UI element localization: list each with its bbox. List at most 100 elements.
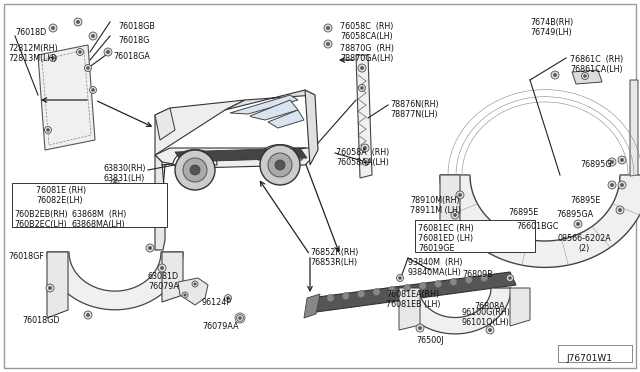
Circle shape bbox=[113, 182, 116, 185]
Text: 76809B: 76809B bbox=[462, 270, 493, 279]
Circle shape bbox=[74, 18, 82, 26]
Polygon shape bbox=[510, 288, 530, 326]
Bar bbox=[12, 183, 167, 227]
Circle shape bbox=[608, 181, 616, 189]
Circle shape bbox=[616, 206, 624, 214]
Polygon shape bbox=[155, 108, 175, 140]
Circle shape bbox=[146, 244, 154, 252]
Circle shape bbox=[360, 66, 364, 70]
Circle shape bbox=[260, 145, 300, 185]
Circle shape bbox=[158, 264, 166, 272]
Text: 76018GF: 76018GF bbox=[8, 252, 44, 261]
Text: 76081EA(RH): 76081EA(RH) bbox=[386, 290, 439, 299]
Circle shape bbox=[582, 73, 589, 80]
Polygon shape bbox=[47, 252, 183, 310]
Text: 76018D: 76018D bbox=[15, 28, 46, 37]
Circle shape bbox=[45, 126, 51, 134]
Circle shape bbox=[184, 294, 186, 296]
Text: 76808A: 76808A bbox=[474, 302, 504, 311]
Circle shape bbox=[618, 181, 626, 189]
Circle shape bbox=[237, 314, 243, 321]
Circle shape bbox=[397, 275, 403, 282]
Polygon shape bbox=[47, 252, 68, 318]
Text: 76018G: 76018G bbox=[118, 36, 149, 45]
Circle shape bbox=[450, 279, 457, 285]
Circle shape bbox=[486, 326, 494, 334]
Circle shape bbox=[453, 214, 456, 217]
Text: 76500J: 76500J bbox=[416, 336, 444, 345]
Text: 72812M(RH): 72812M(RH) bbox=[8, 44, 58, 53]
Text: 76079AA: 76079AA bbox=[202, 322, 239, 331]
Text: 76079A: 76079A bbox=[148, 282, 179, 291]
Text: 76895G: 76895G bbox=[580, 160, 612, 169]
Polygon shape bbox=[258, 145, 302, 160]
Circle shape bbox=[453, 232, 456, 235]
Text: (2): (2) bbox=[578, 244, 589, 253]
Circle shape bbox=[175, 150, 215, 190]
Circle shape bbox=[554, 73, 557, 77]
Text: 63831(LH): 63831(LH) bbox=[103, 174, 145, 183]
Circle shape bbox=[620, 183, 623, 187]
Circle shape bbox=[488, 328, 492, 331]
Text: 76081E (RH): 76081E (RH) bbox=[36, 186, 86, 195]
Polygon shape bbox=[175, 148, 307, 162]
Circle shape bbox=[373, 289, 380, 295]
Circle shape bbox=[419, 326, 422, 330]
Polygon shape bbox=[230, 95, 298, 114]
Circle shape bbox=[620, 158, 623, 161]
Circle shape bbox=[618, 156, 626, 164]
Circle shape bbox=[92, 34, 95, 38]
Text: 76058AA(LH): 76058AA(LH) bbox=[336, 158, 389, 167]
Text: 76861CA(LH): 76861CA(LH) bbox=[570, 65, 623, 74]
Circle shape bbox=[326, 26, 330, 30]
Circle shape bbox=[458, 193, 461, 196]
Text: 76861C  (RH): 76861C (RH) bbox=[570, 55, 623, 64]
Circle shape bbox=[327, 295, 334, 301]
Text: 7674B(RH): 7674B(RH) bbox=[530, 18, 573, 27]
Circle shape bbox=[399, 277, 401, 279]
Circle shape bbox=[182, 292, 188, 298]
Circle shape bbox=[456, 191, 464, 199]
Text: 78911M (LH): 78911M (LH) bbox=[410, 206, 461, 215]
Circle shape bbox=[342, 292, 349, 299]
Polygon shape bbox=[304, 294, 320, 318]
Circle shape bbox=[86, 67, 90, 70]
Text: 76081EC (RH): 76081EC (RH) bbox=[418, 224, 474, 233]
Circle shape bbox=[190, 165, 200, 175]
Circle shape bbox=[451, 211, 459, 219]
Text: 76895E: 76895E bbox=[508, 208, 538, 217]
Polygon shape bbox=[310, 272, 516, 312]
Text: 76749(LH): 76749(LH) bbox=[530, 28, 572, 37]
Polygon shape bbox=[630, 80, 638, 176]
Circle shape bbox=[465, 276, 472, 283]
Circle shape bbox=[618, 208, 621, 212]
Text: 93840M  (RH): 93840M (RH) bbox=[408, 258, 463, 267]
Circle shape bbox=[51, 26, 54, 30]
Text: 08566-6202A: 08566-6202A bbox=[558, 234, 612, 243]
Text: 63868MA(LH): 63868MA(LH) bbox=[72, 220, 125, 229]
Circle shape bbox=[419, 282, 426, 289]
Circle shape bbox=[268, 153, 292, 177]
Polygon shape bbox=[178, 278, 208, 305]
Text: 76018GB: 76018GB bbox=[118, 22, 155, 31]
Circle shape bbox=[388, 286, 396, 294]
Text: 760B2EB(RH): 760B2EB(RH) bbox=[14, 210, 68, 219]
Polygon shape bbox=[38, 45, 95, 150]
Text: 76058A  (RH): 76058A (RH) bbox=[336, 148, 389, 157]
Text: 76081ED (LH): 76081ED (LH) bbox=[418, 234, 473, 243]
Text: 93840MA(LH): 93840MA(LH) bbox=[408, 268, 462, 277]
Text: 76895GA: 76895GA bbox=[556, 210, 593, 219]
Circle shape bbox=[362, 158, 369, 166]
Circle shape bbox=[324, 40, 332, 48]
Text: 76601BGC: 76601BGC bbox=[516, 222, 558, 231]
Circle shape bbox=[46, 284, 54, 292]
Text: 78910M(RH): 78910M(RH) bbox=[410, 196, 460, 205]
Text: 76058CA(LH): 76058CA(LH) bbox=[340, 32, 393, 41]
Circle shape bbox=[358, 84, 365, 92]
Circle shape bbox=[192, 281, 198, 287]
Circle shape bbox=[89, 32, 97, 40]
Circle shape bbox=[275, 160, 285, 170]
Circle shape bbox=[77, 48, 83, 55]
Circle shape bbox=[76, 20, 79, 23]
Circle shape bbox=[84, 64, 92, 71]
